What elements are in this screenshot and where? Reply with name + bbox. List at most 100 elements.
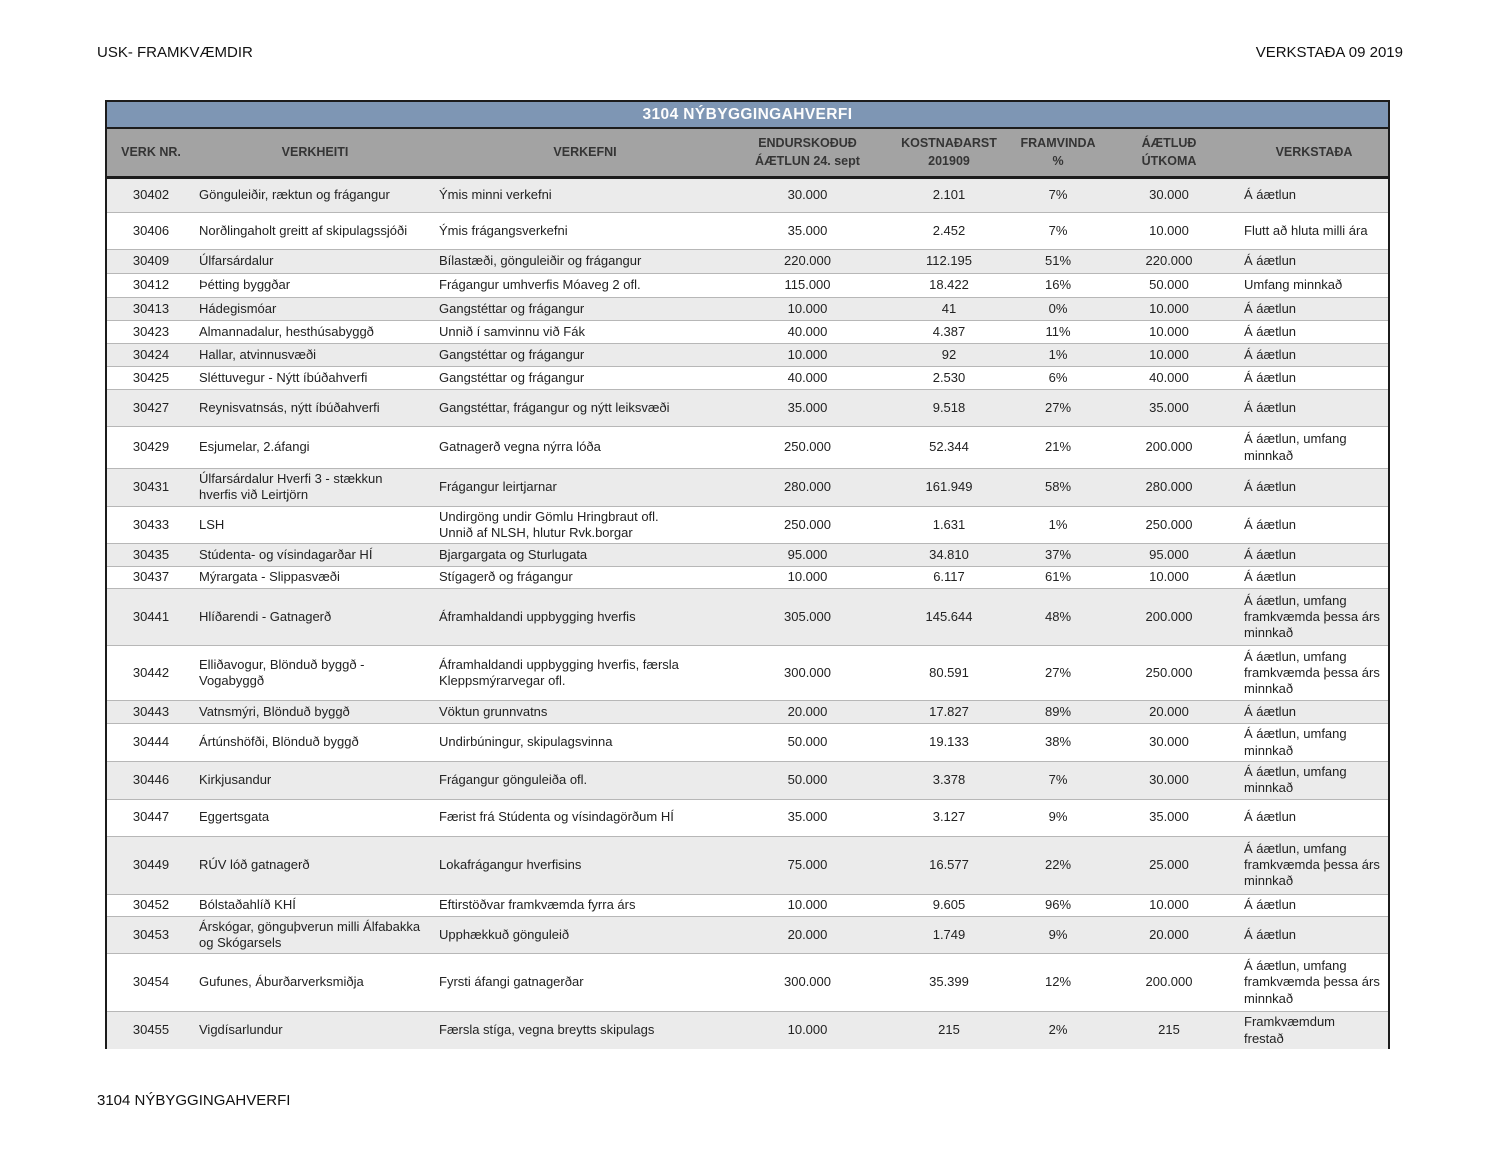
cell-framvinda: 51%	[1044, 253, 1072, 269]
col-header-framvinda: FRAMVINDA%	[1018, 129, 1098, 176]
table-row: 30425 Sléttuvegur - Nýtt íbúðahverfi Gangs…	[107, 366, 1388, 389]
document-header-left: USK- FRAMKVÆMDIR	[97, 44, 253, 61]
table-row: 30409 Úlfarsárdalur Bílastæði, gönguleiðir…	[107, 249, 1388, 273]
cell-kostnadur: 80.591	[929, 664, 969, 680]
cell-verkstada: Á áætlun	[1244, 346, 1297, 362]
cell-utkoma: 40.000	[1149, 369, 1189, 385]
cell-verkheiti: LSH	[199, 516, 225, 532]
cell-verk-nr: 30424	[132, 346, 170, 362]
cell-kostnadur: 161.949	[925, 479, 973, 495]
col-header-aaetlud-utkoma: ÁÆTLUÐ ÚTKOMA	[1098, 129, 1240, 176]
cell-kostnadur: 52.344	[929, 439, 969, 455]
cell-framvinda: 27%	[1044, 664, 1072, 680]
cell-verkefni: Áframhaldandi uppbygging hverfis, færsla…	[439, 656, 679, 688]
cell-verkstada: Á áætlun	[1244, 300, 1297, 316]
table-row: 30442 Elliðavogur, Blönduð byggð - Vogaby…	[107, 645, 1388, 700]
cell-verk-nr: 30441	[132, 608, 170, 624]
cell-utkoma: 20.000	[1149, 926, 1189, 942]
cell-verk-nr: 30455	[132, 1022, 170, 1038]
table-row: 30423 Almannadalur, hesthúsabyggð Unnið í …	[107, 320, 1388, 343]
cell-verkheiti: Hallar, atvinnusvæði	[199, 346, 317, 362]
cell-aaetlun: 40.000	[787, 369, 828, 385]
cell-verkefni: Stígagerð og frágangur	[439, 569, 573, 585]
table-row: 30444 Ártúnshöfði, Blönduð byggð Undirbúni…	[107, 723, 1388, 761]
cell-kostnadur: 9.518	[932, 399, 966, 415]
cell-verk-nr: 30433	[132, 516, 170, 532]
cell-verkheiti: Elliðavogur, Blönduð byggð - Vogabyggð	[199, 656, 365, 688]
cell-utkoma: 10.000	[1149, 346, 1189, 362]
col-header-endurskodud-aaetlun: ENDURSKOÐUÐ ÁÆTLUN 24. sept	[735, 129, 880, 176]
cell-kostnadur: 9.605	[932, 896, 966, 912]
cell-verk-nr: 30429	[132, 439, 170, 455]
cell-kostnadur: 3.127	[932, 809, 966, 825]
cell-verkefni: Bílastæði, gönguleiðir og frágangur	[439, 253, 642, 269]
cell-verk-nr: 30443	[132, 703, 170, 719]
cell-utkoma: 30.000	[1149, 734, 1189, 750]
table-row: 30449 RÚV lóð gatnagerð Lokafrágangur hver…	[107, 835, 1388, 894]
cell-framvinda: 22%	[1044, 856, 1072, 872]
cell-utkoma: 215	[1158, 1022, 1180, 1038]
cell-verkheiti: Mýrargata - Slippasvæði	[199, 569, 340, 585]
cell-framvinda: 7%	[1048, 187, 1068, 203]
table-row: 30424 Hallar, atvinnusvæði Gangstéttar og …	[107, 343, 1388, 366]
cell-verkstada: Á áætlun, umfang framkvæmda þessa árs mi…	[1244, 958, 1380, 1006]
cell-utkoma: 30.000	[1149, 187, 1189, 203]
column-label-line1: VERK NR.	[121, 144, 181, 159]
cell-utkoma: 200.000	[1145, 439, 1193, 455]
cell-verkstada: Á áætlun	[1244, 546, 1297, 562]
table-row: 30443 Vatnsmýri, Blönduð byggð Vöktun grun…	[107, 700, 1388, 723]
cell-verkstada: Á áætlun	[1244, 369, 1297, 385]
document-footer: 3104 NÝBYGGINGAHVERFI	[97, 1092, 291, 1109]
cell-verkheiti: Þétting byggðar	[199, 277, 291, 293]
column-label-line2: ÚTKOMA	[1141, 153, 1197, 168]
cell-verkstada: Á áætlun	[1244, 926, 1297, 942]
cell-aaetlun: 115.000	[784, 277, 831, 293]
cell-aaetlun: 35.000	[787, 222, 828, 238]
cell-verkefni: Ýmis frágangsverkefni	[439, 222, 568, 238]
cell-framvinda: 27%	[1044, 399, 1072, 415]
cell-verkstada: Á áætlun	[1244, 703, 1297, 719]
cell-utkoma: 35.000	[1149, 399, 1189, 415]
cell-verk-nr: 30431	[132, 479, 170, 495]
cell-verkstada: Á áætlun	[1244, 187, 1297, 203]
cell-verkefni: Upphækkuð gönguleið	[439, 926, 570, 942]
cell-utkoma: 250.000	[1145, 664, 1193, 680]
cell-verkefni: Gangstéttar og frágangur	[439, 300, 585, 316]
cell-framvinda: 9%	[1048, 809, 1068, 825]
column-label-line2: 201909	[928, 153, 970, 168]
cell-framvinda: 12%	[1044, 974, 1072, 990]
cell-framvinda: 6%	[1048, 369, 1068, 385]
cell-verkheiti: Úlfarsárdalur Hverfi 3 - stækkun hverfis…	[199, 471, 383, 503]
cell-framvinda: 21%	[1044, 439, 1072, 455]
table-row: 30454 Gufunes, Áburðarverksmiðja Fyrsti áf…	[107, 953, 1388, 1011]
col-header-verkheiti: VERKHEITI	[195, 129, 435, 176]
cell-verkstada: Á áætlun	[1244, 809, 1297, 825]
cell-verk-nr: 30406	[132, 222, 170, 238]
cell-verkheiti: Árskógar, gönguþverun milli Álfabakka og…	[199, 918, 421, 950]
column-label-line1: VERKHEITI	[281, 144, 349, 159]
cell-utkoma: 10.000	[1149, 323, 1189, 339]
table-row: 30452 Bólstaðahlíð KHÍ Eftirstöðvar framkv…	[107, 893, 1388, 916]
cell-verk-nr: 30423	[132, 323, 170, 339]
cell-verkefni: Áframhaldandi uppbygging hverfis	[439, 608, 636, 624]
cell-verkstada: Á áætlun, umfang minnkað	[1244, 726, 1347, 758]
table-row: 30447 Eggertsgata Færist frá Stúdenta og v…	[107, 798, 1388, 836]
cell-verk-nr: 30402	[132, 187, 170, 203]
cell-kostnadur: 19.133	[929, 734, 969, 750]
table-row: 30441 Hlíðarendi - Gatnagerð Áframhaldandi…	[107, 588, 1388, 645]
cell-utkoma: 10.000	[1149, 222, 1189, 238]
cell-verkheiti: Stúdenta- og vísindagarðar HÍ	[199, 546, 373, 562]
cell-verk-nr: 30452	[132, 896, 170, 912]
cell-verkstada: Á áætlun	[1244, 323, 1297, 339]
cell-verkefni: Frágangur umhverfis Móaveg 2 ofl.	[439, 277, 641, 293]
cell-verkheiti: Gönguleiðir, ræktun og frágangur	[199, 187, 390, 203]
cell-aaetlun: 10.000	[787, 1022, 828, 1038]
cell-kostnadur: 17.827	[929, 703, 969, 719]
cell-verkheiti: Sléttuvegur - Nýtt íbúðahverfi	[199, 369, 368, 385]
cell-verk-nr: 30454	[132, 974, 170, 990]
cell-verkstada: Á áætlun	[1244, 569, 1297, 585]
cell-verk-nr: 30447	[132, 809, 170, 825]
column-label-line1: VERKSTAÐA	[1275, 144, 1353, 159]
cell-verkefni: Færist frá Stúdenta og vísindagörðum HÍ	[439, 809, 674, 825]
table-row: 30412 Þétting byggðar Frágangur umhverfis …	[107, 273, 1388, 297]
